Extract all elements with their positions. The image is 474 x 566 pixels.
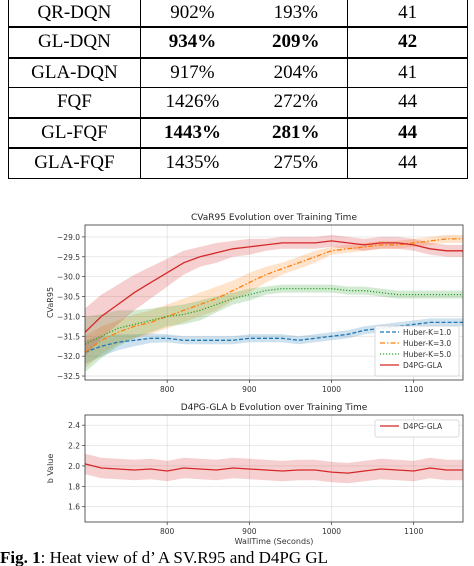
legend-label: D4PG-GLA <box>403 422 443 431</box>
table-row: GL-DQN 934% 209% 42 <box>8 26 468 59</box>
b-value-chart: D4PG-GLA b Evolution over Training Time 1… <box>46 403 464 546</box>
x-axis-label: WallTime (Seconds) <box>235 537 314 546</box>
legend-label: Huber-K=1.0 <box>403 328 451 337</box>
table-cell: 44 <box>347 116 468 149</box>
table-cell: 44 <box>347 87 468 118</box>
table-cell: 275% <box>244 147 348 179</box>
table-row: GL-FQF 1443% 281% 44 <box>8 116 468 149</box>
y-tick-label: −29.0 <box>57 233 80 242</box>
y-tick-label: 1.6 <box>68 503 80 512</box>
y-tick-label: −30.5 <box>57 293 80 302</box>
y-axis-label: b Value <box>46 454 55 484</box>
series-line-1 <box>84 238 463 353</box>
table-row: GLA-DQN 917% 204% 41 <box>8 57 468 88</box>
table-cell: QR-DQN <box>8 0 141 28</box>
series-band-0 <box>85 318 463 365</box>
figure-caption: Fig. 1: Heat view of d’ A SV.R95 and D4P… <box>0 550 474 566</box>
table-row: QR-DQN 902% 193% 41 <box>8 0 468 28</box>
x-tick-label: 1000 <box>322 385 341 394</box>
legend-box <box>374 419 460 438</box>
y-tick-label: 2.0 <box>68 462 80 471</box>
legend-label: Huber-K=3.0 <box>403 339 451 348</box>
caption-text: : Heat view of d’ A SV.R95 and D4PG GL <box>40 550 329 566</box>
legend-label: Huber-K=5.0 <box>403 350 451 359</box>
y-axis-label: CVaR95 <box>46 287 55 318</box>
y-tick-label: −31.0 <box>57 312 80 321</box>
figure: CVaR95 Evolution over Training Time −29.0… <box>46 213 464 546</box>
chart-title: D4PG-GLA b Evolution over Training Time <box>181 403 368 413</box>
x-tick-label: 1100 <box>404 527 423 536</box>
x-tick-label: 1000 <box>322 527 341 536</box>
table-cell: 42 <box>347 26 468 59</box>
x-tick-label: 800 <box>160 385 175 394</box>
y-tick-label: −31.5 <box>57 332 80 341</box>
table-cell: 1426% <box>140 87 245 118</box>
series-band-0 <box>85 453 463 484</box>
table-cell: GLA-DQN <box>8 57 141 88</box>
x-tick-label: 900 <box>242 527 257 536</box>
y-tick-label: −32.0 <box>57 352 80 361</box>
x-tick-label: 1100 <box>404 385 423 394</box>
legend-label: D4PG-GLA <box>403 361 443 370</box>
series-line-0 <box>84 463 463 474</box>
table-cell: 209% <box>244 26 348 59</box>
plot-frame <box>84 414 464 523</box>
cvar-chart: CVaR95 Evolution over Training Time −29.0… <box>46 213 464 394</box>
table-cell: 204% <box>244 57 348 88</box>
legend-box <box>374 325 460 377</box>
caption-prefix: Fig. 1 <box>0 550 41 566</box>
series-band-2 <box>85 284 463 373</box>
x-tick-label: 900 <box>242 385 257 394</box>
table-cell: GL-DQN <box>8 26 141 59</box>
table-cell: 1443% <box>140 116 245 149</box>
table-cell: 44 <box>347 147 468 179</box>
table-cell: 917% <box>140 57 245 88</box>
y-tick-label: 2.4 <box>68 421 80 430</box>
y-tick-label: −29.5 <box>57 253 80 262</box>
x-tick-label: 800 <box>160 527 175 536</box>
y-tick-label: −30.0 <box>57 273 80 282</box>
table-cell: 902% <box>140 0 245 28</box>
table-row: FQF 1426% 272% 44 <box>8 87 468 118</box>
plot-frame <box>84 224 464 381</box>
chart-title: CVaR95 Evolution over Training Time <box>191 213 357 223</box>
table-row: GLA-FQF 1435% 275% 44 <box>8 147 468 179</box>
table-cell: 934% <box>140 26 245 59</box>
table-cell: GLA-FQF <box>8 147 141 179</box>
results-table: QR-DQN 902% 193% 41 GL-DQN 934% 209% 42 GLA-DQN 9… <box>8 0 468 179</box>
table-cell: GL-FQF <box>8 116 141 149</box>
table-cell: 41 <box>347 0 468 28</box>
table-cell: 281% <box>244 116 348 149</box>
series-line-2 <box>84 287 463 345</box>
table-cell: 1435% <box>140 147 245 179</box>
series-line-3 <box>84 240 463 333</box>
table-cell: 272% <box>244 87 348 118</box>
y-tick-label: −32.5 <box>57 372 80 381</box>
table-cell: 41 <box>347 57 468 88</box>
table-cell: FQF <box>8 87 141 118</box>
y-tick-label: 1.8 <box>68 482 80 491</box>
table-cell: 193% <box>244 0 348 28</box>
y-tick-label: 2.2 <box>68 442 80 451</box>
